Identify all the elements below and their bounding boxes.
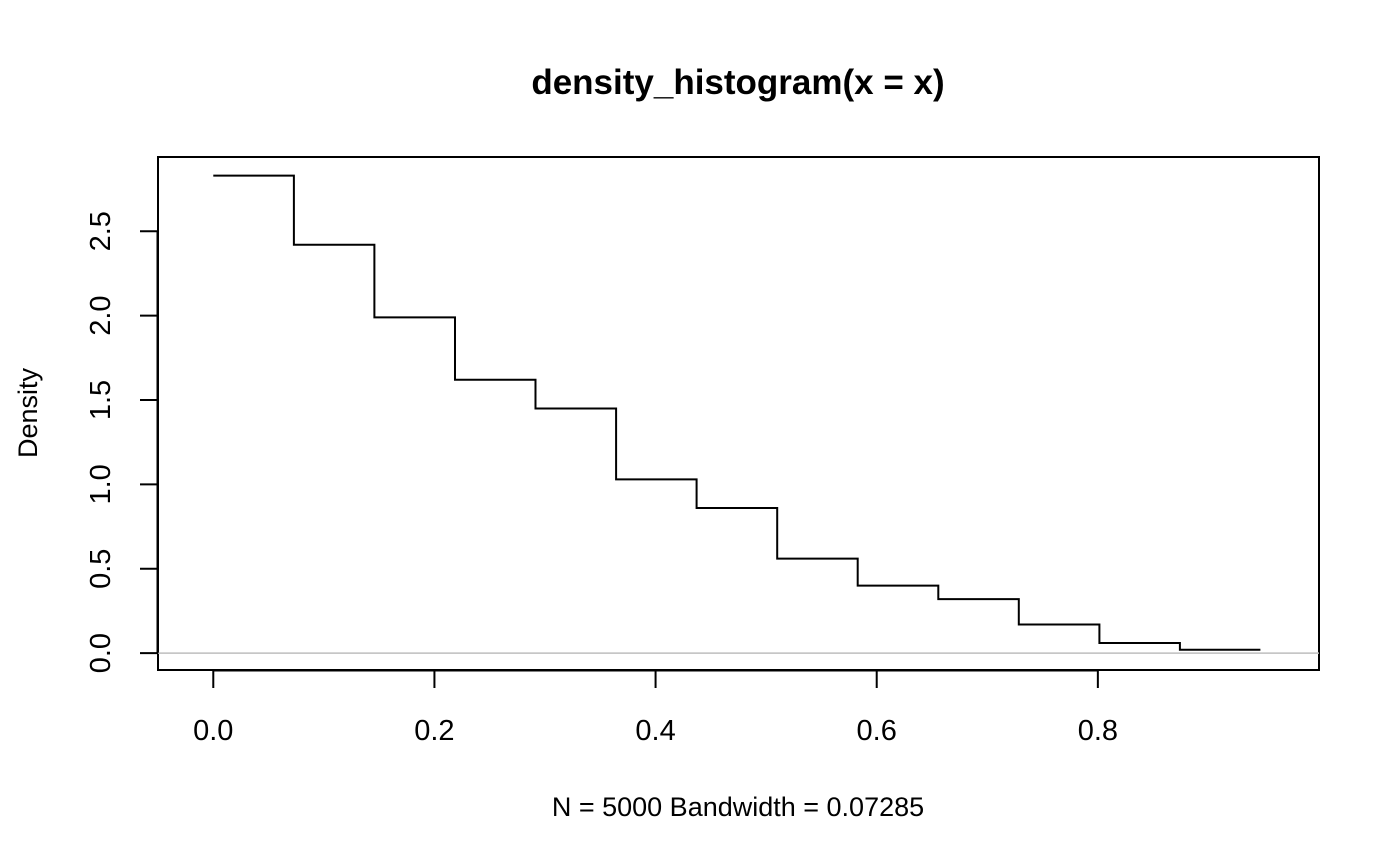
y-tick-label: 0.0 (85, 633, 117, 673)
density-step-line (213, 174, 1261, 651)
y-axis-label: Density (13, 367, 43, 458)
chart-title: density_histogram(x = x) (531, 63, 944, 102)
y-tick-label: 2.0 (85, 295, 117, 335)
y-tick-label: 2.5 (85, 211, 117, 251)
x-tick-label: 0.8 (1078, 715, 1118, 747)
x-tick-label: 0.6 (857, 715, 897, 747)
y-axis: 0.0 0.5 1.0 1.5 2.0 2.5 (85, 211, 159, 673)
x-tick-label: 0.4 (635, 715, 675, 747)
x-axis-label: N = 5000 Bandwidth = 0.07285 (552, 792, 924, 822)
x-axis: 0.0 0.2 0.4 0.6 0.8 (193, 669, 1118, 747)
x-tick-label: 0.2 (414, 715, 454, 747)
y-tick-label: 0.5 (85, 549, 117, 589)
plot-frame (157, 156, 1320, 671)
y-tick-label: 1.0 (85, 464, 117, 504)
x-tick-label: 0.0 (193, 715, 233, 747)
y-tick-label: 1.5 (85, 380, 117, 420)
